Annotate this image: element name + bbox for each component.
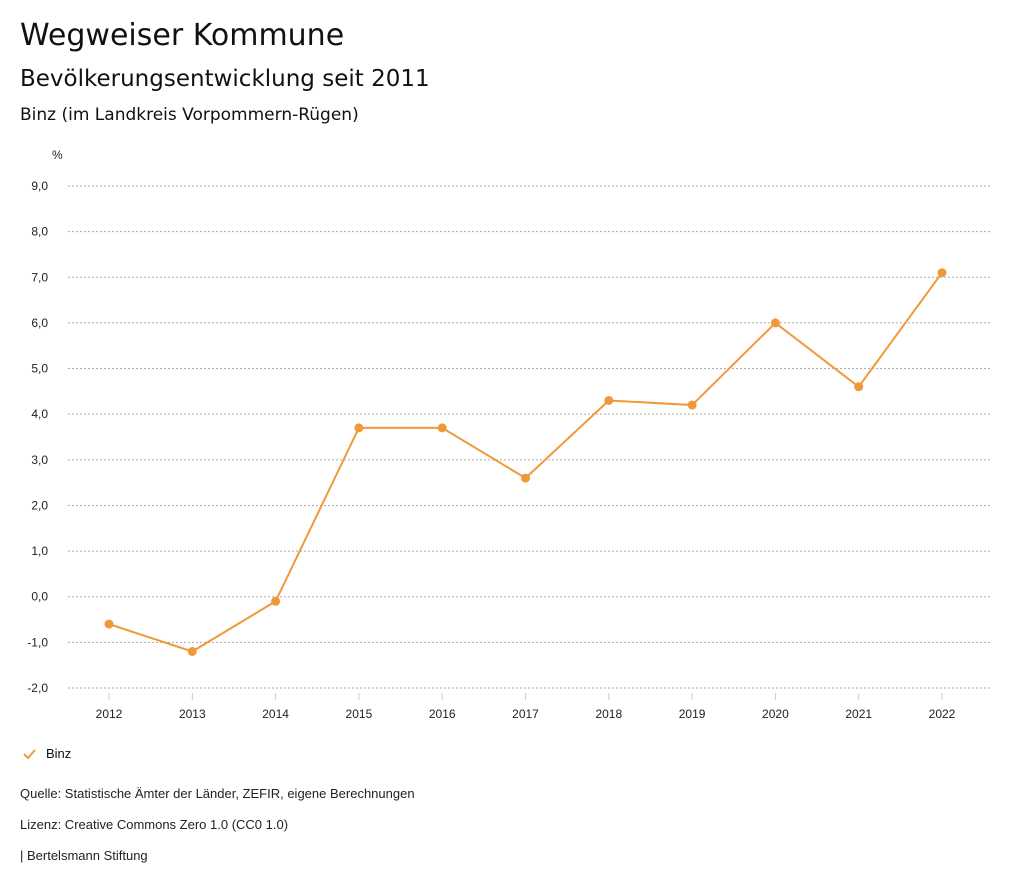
y-tick-label: 8,0: [31, 225, 48, 239]
data-point[interactable]: [187, 646, 197, 656]
x-tick-label: 2015: [346, 707, 373, 721]
data-point[interactable]: [770, 318, 780, 328]
x-tick-label: 2020: [762, 707, 789, 721]
data-point[interactable]: [104, 619, 114, 629]
y-tick-label: 4,0: [31, 407, 48, 421]
x-tick-label: 2022: [929, 707, 956, 721]
data-point[interactable]: [604, 395, 614, 405]
data-point[interactable]: [521, 473, 530, 483]
y-tick-label: 2,0: [31, 498, 48, 512]
data-point[interactable]: [271, 596, 281, 606]
app-title: Wegweiser Kommune: [20, 18, 345, 53]
x-tick-label: 2017: [512, 707, 539, 721]
y-tick-label: 1,0: [31, 544, 48, 558]
data-point[interactable]: [437, 423, 447, 433]
y-tick-label: -1,0: [27, 635, 48, 649]
chart-title: Bevölkerungsentwicklung seit 2011: [20, 66, 430, 92]
line-chart: % 9,0 8,0 7,0 6,0 5,0 4,0 3,0 2,0 1,0 0,0 -1,0 -2,0…: [27, 148, 990, 721]
x-tick-label: 2018: [595, 707, 622, 721]
series-line-binz: [108, 272, 943, 653]
data-point[interactable]: [687, 400, 697, 410]
x-tick-label: 2013: [179, 707, 206, 721]
y-tick-label: 9,0: [31, 179, 48, 193]
legend-item-binz[interactable]: Binz: [22, 746, 71, 761]
legend-label: Binz: [46, 746, 72, 761]
x-tick-label: 2014: [262, 707, 289, 721]
license-note: Lizenz: Creative Commons Zero 1.0 (CC0 1…: [20, 817, 289, 832]
y-tick-label: 0,0: [31, 590, 48, 604]
data-point[interactable]: [937, 268, 947, 278]
x-tick-label: 2019: [679, 707, 706, 721]
y-tick-label: 7,0: [31, 270, 48, 284]
x-tick-label: 2012: [96, 707, 123, 721]
source-note: Quelle: Statistische Ämter der Länder, Z…: [20, 786, 415, 801]
check-icon: [23, 748, 36, 759]
data-point[interactable]: [354, 423, 364, 433]
y-axis-label: %: [52, 148, 63, 162]
publisher-note: | Bertelsmann Stiftung: [20, 848, 148, 863]
x-tick-label: 2016: [429, 707, 456, 721]
y-tick-label: 3,0: [31, 453, 48, 467]
y-tick-label: 5,0: [31, 362, 48, 376]
chart-subtitle: Binz (im Landkreis Vorpommern-Rügen): [20, 105, 359, 125]
y-tick-label: 6,0: [31, 316, 48, 330]
y-tick-label: -2,0: [27, 681, 48, 695]
x-tick-label: 2021: [845, 707, 872, 721]
data-point[interactable]: [854, 382, 864, 392]
